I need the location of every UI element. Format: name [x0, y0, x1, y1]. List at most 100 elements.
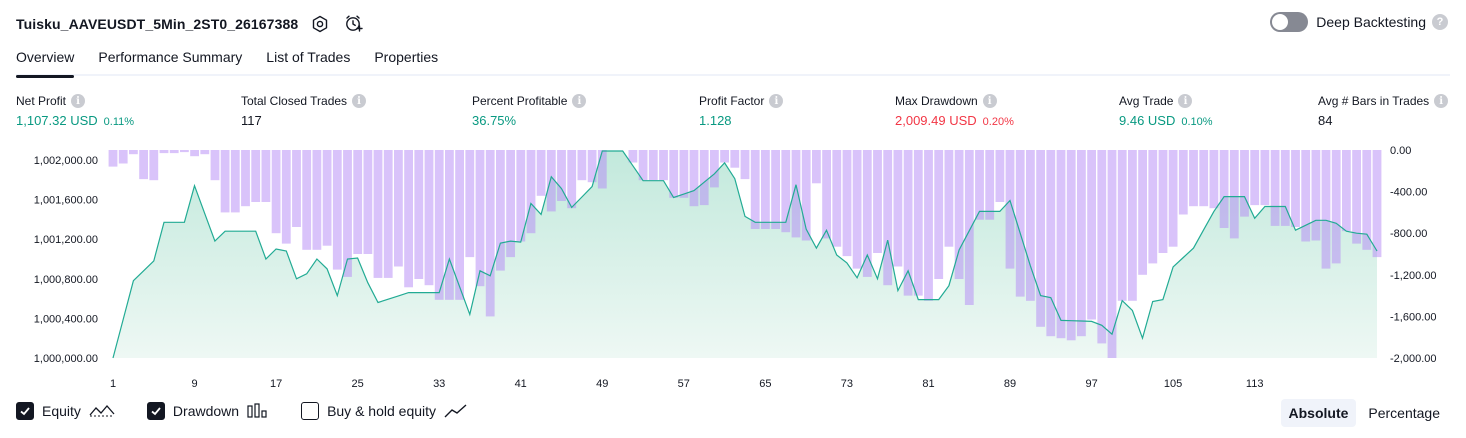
- drawdown-axis-tick-label: -400.00: [1390, 187, 1427, 199]
- drawdown-bar: [1331, 150, 1341, 264]
- drawdown-bar: [302, 150, 312, 250]
- drawdown-bar: [1240, 150, 1249, 217]
- metric-label: Total Closed Trades: [241, 94, 348, 108]
- drawdown-bar: [118, 150, 128, 164]
- equity-drawdown-chart[interactable]: 1,000,000.00 1,000,400.00 1,000,800.00 1,00…: [0, 140, 1466, 396]
- drawdown-axis-tick-label: -1,200.00: [1390, 270, 1436, 282]
- tab-properties[interactable]: Properties: [374, 49, 439, 65]
- x-axis-tick-label: 17: [270, 378, 282, 390]
- drawdown-checkbox[interactable]: [146, 402, 165, 420]
- info-icon[interactable]: i: [352, 94, 367, 108]
- legend-label: Buy & hold equity: [327, 403, 437, 419]
- drawdown-bar: [241, 150, 250, 207]
- drawdown-bar: [1148, 150, 1158, 264]
- drawdown-bar: [1250, 150, 1260, 206]
- legend-buy-hold[interactable]: Buy & hold equity: [301, 402, 468, 420]
- x-axis-tick-label: 97: [1085, 378, 1097, 390]
- info-icon[interactable]: i: [1434, 94, 1449, 108]
- help-icon[interactable]: ?: [1432, 14, 1448, 30]
- info-icon[interactable]: i: [769, 94, 784, 108]
- metric-avg-bars-in-trades: Avg # Bars in Trades i 84: [1318, 92, 1449, 128]
- tab-performance-summary[interactable]: Performance Summary: [98, 49, 243, 65]
- drawdown-bar: [842, 150, 852, 257]
- x-axis-tick-label: 25: [351, 378, 363, 390]
- equity-axis-tick-label: 1,000,000.00: [34, 353, 98, 365]
- drawdown-bar: [1158, 150, 1168, 253]
- drawdown-bar: [1301, 150, 1311, 242]
- drawdown-bar: [781, 150, 791, 233]
- drawdown-bar: [648, 150, 658, 181]
- drawdown-bar: [812, 150, 821, 184]
- drawdown-bar: [995, 150, 1005, 202]
- drawdown-bar: [1117, 150, 1127, 301]
- equity-checkbox[interactable]: [16, 402, 34, 420]
- drawdown-bar: [281, 150, 291, 244]
- legend-drawdown[interactable]: Drawdown: [146, 402, 269, 420]
- metric-label: Avg # Bars in Trades: [1318, 94, 1430, 108]
- drawdown-bar: [312, 150, 322, 250]
- drawdown-bar: [832, 150, 842, 247]
- metric-label: Max Drawdown: [895, 94, 978, 108]
- drawdown-bar: [159, 150, 169, 154]
- drawdown-bar: [1056, 150, 1066, 339]
- drawdown-bar: [1178, 150, 1188, 215]
- settings-icon[interactable]: [308, 12, 332, 36]
- drawdown-bar: [699, 150, 709, 206]
- drawdown-bar: [251, 150, 261, 202]
- metric-label: Profit Factor: [699, 94, 765, 108]
- percentage-button[interactable]: Percentage: [1368, 405, 1440, 421]
- drawdown-bars-icon: [247, 403, 269, 419]
- drawdown-bar: [383, 150, 393, 278]
- drawdown-bar: [271, 150, 281, 234]
- metric-max-drawdown: Max Drawdown i 2,009.49 USD 0.20%: [895, 92, 1014, 128]
- scale-mode-switch: Absolute Percentage: [1277, 399, 1449, 427]
- info-icon[interactable]: i: [572, 94, 587, 108]
- info-icon[interactable]: i: [982, 94, 997, 108]
- drawdown-bar: [750, 150, 760, 229]
- drawdown-bar: [883, 150, 893, 286]
- drawdown-bar: [1097, 150, 1107, 344]
- equity-axis-tick-label: 1,001,600.00: [34, 195, 98, 207]
- header: Tuisku_AAVEUSDT_5Min_2ST0_26167388: [16, 10, 366, 38]
- metric-label: Avg Trade: [1119, 94, 1174, 108]
- equity-axis-tick-label: 1,002,000.00: [34, 155, 98, 167]
- drawdown-bar: [557, 150, 566, 201]
- drawdown-bar: [363, 150, 373, 254]
- x-axis-tick-label: 81: [922, 378, 934, 390]
- drawdown-bar: [1260, 150, 1270, 206]
- metric-profit-factor: Profit Factor i 1.128: [699, 92, 784, 128]
- buy-hold-checkbox[interactable]: [301, 402, 320, 420]
- drawdown-bar: [659, 150, 668, 181]
- metric-value: 117: [241, 113, 262, 128]
- drawdown-bar: [343, 150, 352, 277]
- legend-equity[interactable]: Equity: [16, 402, 115, 420]
- drawdown-bar: [424, 150, 434, 286]
- alert-add-icon[interactable]: [342, 12, 366, 36]
- tab-overview[interactable]: Overview: [16, 44, 75, 78]
- drawdown-bar: [220, 150, 230, 213]
- drawdown-bar: [1168, 150, 1178, 247]
- absolute-button[interactable]: Absolute: [1280, 399, 1357, 427]
- drawdown-bar: [1015, 150, 1025, 297]
- drawdown-bar: [516, 150, 526, 242]
- drawdown-bar: [322, 150, 332, 246]
- drawdown-bar: [261, 150, 271, 202]
- x-axis-tick-label: 49: [596, 378, 608, 390]
- info-icon[interactable]: i: [71, 94, 86, 108]
- drawdown-bar: [628, 150, 638, 163]
- drawdown-bar: [475, 150, 485, 287]
- drawdown-bar: [414, 150, 424, 279]
- drawdown-bar: [210, 150, 220, 181]
- info-icon[interactable]: i: [1178, 94, 1193, 108]
- drawdown-bar: [1219, 150, 1229, 228]
- drawdown-bar: [679, 150, 689, 198]
- drawdown-bar: [689, 150, 699, 207]
- drawdown-bar: [567, 150, 577, 209]
- drawdown-bar: [740, 150, 750, 180]
- x-axis-tick-label: 33: [433, 378, 445, 390]
- deep-backtesting-toggle[interactable]: [1270, 12, 1309, 32]
- chart-legend: Equity Drawdown Buy & hold equity: [16, 402, 500, 420]
- tab-list-of-trades[interactable]: List of Trades: [266, 49, 351, 65]
- drawdown-bar: [149, 150, 159, 181]
- drawdown-bar: [1209, 150, 1219, 209]
